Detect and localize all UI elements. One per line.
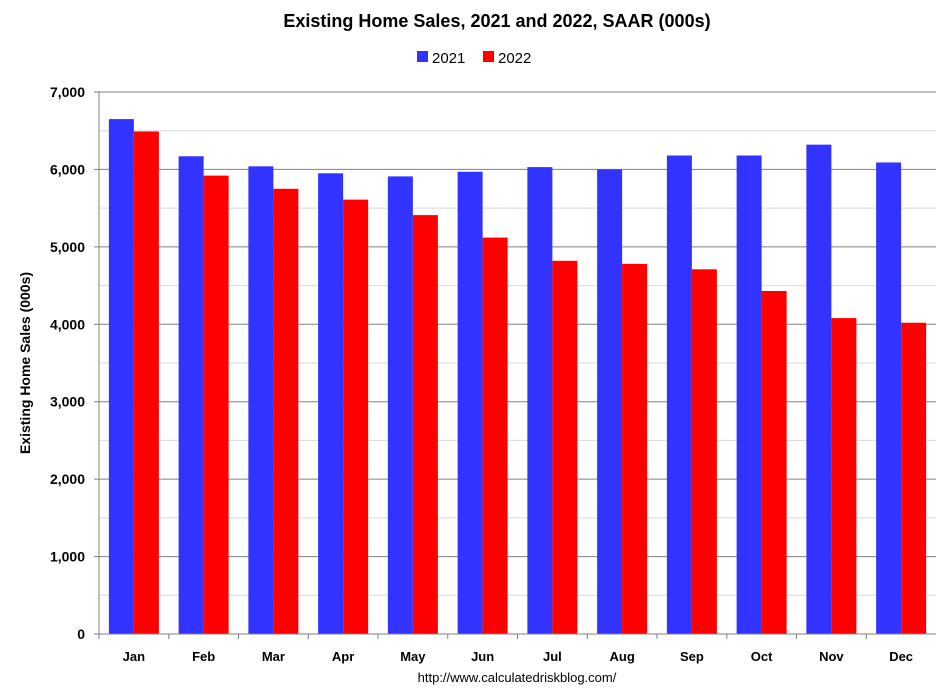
bar-2022-feb [203, 175, 229, 634]
source-url: http://www.calculatedriskblog.com/ [418, 670, 617, 685]
bar-2022-dec [901, 322, 927, 634]
bar-2022-nov [831, 318, 857, 634]
y-axis-label: Existing Home Sales (000s) [17, 272, 33, 454]
bar-2021-jan [108, 119, 134, 635]
bar-2021-mar [248, 166, 274, 634]
bar-2022-mar [273, 188, 299, 635]
x-tick-label: Jun [471, 649, 494, 664]
x-tick-label: Sep [680, 649, 704, 664]
bar-2022-jun [482, 237, 508, 634]
y-tick-label: 6,000 [50, 161, 85, 177]
x-tick-label: Feb [192, 649, 215, 664]
legend-swatch-2021 [417, 51, 428, 62]
bar-2021-aug [597, 169, 623, 634]
bar-2022-jul [552, 260, 578, 634]
y-tick-label: 7,000 [50, 84, 85, 100]
y-tick-label: 2,000 [50, 471, 85, 487]
x-tick-label: May [400, 649, 426, 664]
legend: 2021 2022 [417, 50, 531, 67]
x-tick-label: Apr [332, 649, 354, 664]
bar-2022-may [412, 215, 438, 634]
x-tick-label: Jul [543, 649, 562, 664]
x-tick-labels: Jan Feb Mar Apr May Jun Jul Aug Sep Oct Nov Dec [98, 634, 913, 664]
y-tick-label: 3,000 [50, 394, 85, 410]
bar-2021-dec [876, 162, 902, 634]
bar-2022-oct [761, 290, 787, 634]
bar-2021-apr [318, 173, 344, 635]
y-tick-label: 1,000 [50, 549, 85, 565]
x-tick-label: Jan [123, 649, 145, 664]
bar-2022-apr [343, 199, 369, 634]
legend-label-2022: 2022 [498, 50, 531, 67]
bar-2021-jun [457, 171, 483, 634]
bars [108, 119, 927, 635]
legend-label-2021: 2021 [432, 50, 465, 67]
bar-2021-may [387, 176, 413, 634]
x-tick-label: Dec [889, 649, 913, 664]
y-tick-label: 5,000 [50, 239, 85, 255]
plot-area: 0 1,000 2,000 3,000 4,000 5,000 6,000 7,000 Jan… [50, 84, 936, 664]
x-tick-label: Mar [262, 649, 285, 664]
bar-2022-aug [622, 263, 648, 634]
x-tick-label: Nov [819, 649, 844, 664]
bar-2021-jul [527, 167, 553, 634]
gridlines [99, 91, 936, 596]
y-tick-label: 0 [77, 626, 85, 642]
bar-2022-sep [691, 269, 717, 634]
bar-2021-sep [666, 155, 692, 634]
bar-2021-oct [736, 155, 762, 634]
chart-title: Existing Home Sales, 2021 and 2022, SAAR… [283, 11, 710, 31]
x-tick-label: Aug [609, 649, 634, 664]
y-tick-labels: 0 1,000 2,000 3,000 4,000 5,000 6,000 7,000 [50, 84, 99, 642]
legend-swatch-2022 [483, 51, 494, 62]
bar-2021-feb [178, 156, 204, 634]
bar-2022-jan [133, 131, 159, 634]
y-tick-label: 4,000 [50, 316, 85, 332]
x-tick-label: Oct [751, 649, 773, 664]
bar-2021-nov [806, 144, 832, 634]
